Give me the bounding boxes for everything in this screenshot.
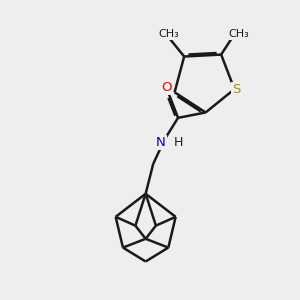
Text: N: N <box>156 136 166 149</box>
Text: CH₃: CH₃ <box>228 29 249 39</box>
Text: O: O <box>161 81 172 94</box>
Text: CH₃: CH₃ <box>158 28 179 39</box>
Text: S: S <box>232 83 240 96</box>
Text: H: H <box>173 136 183 149</box>
